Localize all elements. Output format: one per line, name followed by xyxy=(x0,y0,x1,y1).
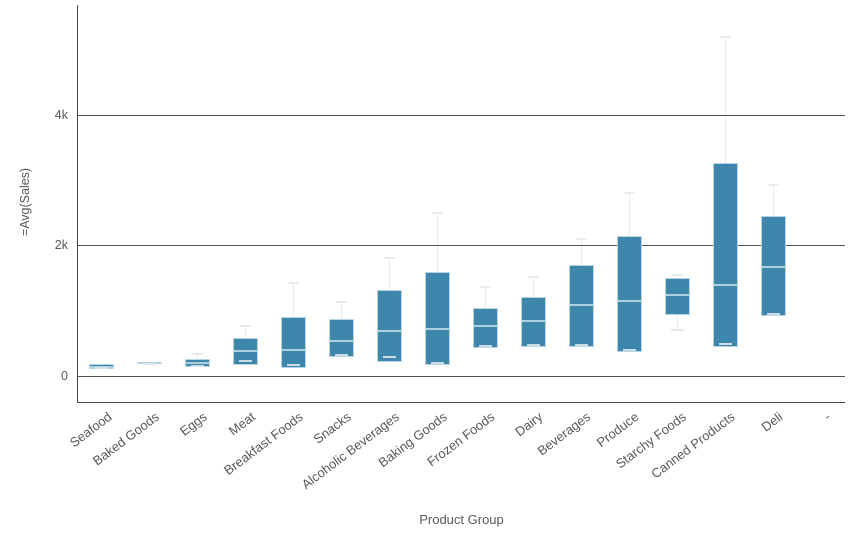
median-deli xyxy=(761,265,785,268)
min-whisker-cap-baked-goods xyxy=(143,362,157,365)
upper-whisker-deli xyxy=(772,185,774,216)
min-whisker-cap-starchy-foods xyxy=(670,328,684,331)
upper-whisker-cap-baking-goods xyxy=(432,212,444,215)
median-breakfast-foods xyxy=(282,348,306,351)
min-whisker-cap-breakfast-foods xyxy=(287,363,301,366)
x-label-meat[interactable]: Meat xyxy=(225,409,258,439)
upper-whisker-cap-canned-products xyxy=(719,35,731,38)
box-starchy-foods[interactable] xyxy=(664,278,690,316)
y-tick-label-2k: 2k xyxy=(54,238,68,252)
box-baking-goods[interactable] xyxy=(425,272,451,365)
upper-whisker-canned-products xyxy=(724,36,726,164)
upper-whisker-eggs xyxy=(197,354,199,360)
upper-whisker-breakfast-foods xyxy=(293,283,295,317)
upper-whisker-cap-eggs xyxy=(192,353,204,356)
upper-whisker-cap-deli xyxy=(767,184,779,187)
upper-whisker-snacks xyxy=(341,301,343,319)
x-label-canned-products[interactable]: Canned Products xyxy=(647,409,738,482)
upper-whisker-produce xyxy=(628,193,630,237)
box-canned-products[interactable] xyxy=(712,163,738,347)
gridline-4k xyxy=(78,115,845,116)
min-whisker-cap-baking-goods xyxy=(431,361,445,364)
median-snacks xyxy=(330,340,354,343)
upper-whisker-beverages xyxy=(580,238,582,265)
gridline-2k xyxy=(78,245,845,246)
median-frozen-foods xyxy=(473,325,497,328)
upper-whisker-cap-starchy-foods xyxy=(671,274,683,276)
box-snacks[interactable] xyxy=(329,318,355,358)
min-whisker-cap-beverages xyxy=(574,343,588,346)
upper-whisker-alcoholic-beverages xyxy=(389,258,391,291)
median-produce xyxy=(617,300,641,303)
min-whisker-cap-frozen-foods xyxy=(478,345,492,347)
x-axis-title: Product Group xyxy=(419,512,504,527)
median-baking-goods xyxy=(426,328,450,331)
min-whisker-cap-seafood xyxy=(95,366,109,369)
median-dairy xyxy=(521,319,545,322)
upper-whisker-cap-frozen-foods xyxy=(479,286,491,289)
x-label-eggs[interactable]: Eggs xyxy=(177,409,210,439)
x-label--[interactable]: - xyxy=(820,409,834,424)
upper-whisker-baking-goods xyxy=(437,213,439,273)
upper-whisker-cap-alcoholic-beverages xyxy=(384,257,396,260)
y-tick-label-4k: 4k xyxy=(54,108,68,122)
y-axis-line xyxy=(77,5,78,403)
x-label-beverages[interactable]: Beverages xyxy=(534,409,594,459)
x-label-dairy[interactable]: Dairy xyxy=(512,409,546,440)
box-alcoholic-beverages[interactable] xyxy=(377,290,403,362)
median-starchy-foods xyxy=(665,294,689,297)
median-alcoholic-beverages xyxy=(378,329,402,332)
x-axis-line xyxy=(77,402,845,403)
median-eggs xyxy=(186,361,210,364)
lower-whisker-starchy-foods xyxy=(676,315,678,330)
x-label-snacks[interactable]: Snacks xyxy=(310,409,354,447)
upper-whisker-cap-snacks xyxy=(336,300,348,303)
box-produce[interactable] xyxy=(616,236,642,353)
median-meat xyxy=(234,349,258,352)
upper-whisker-cap-meat xyxy=(240,325,252,328)
x-label-deli[interactable]: Deli xyxy=(758,409,786,435)
min-whisker-cap-meat xyxy=(239,359,253,362)
min-whisker-cap-alcoholic-beverages xyxy=(383,355,397,358)
box-frozen-foods[interactable] xyxy=(472,308,498,349)
min-whisker-cap-eggs xyxy=(191,364,205,367)
upper-whisker-meat xyxy=(245,326,247,339)
upper-whisker-cap-beverages xyxy=(575,237,587,240)
box-breakfast-foods[interactable] xyxy=(281,316,307,369)
gridline-0 xyxy=(78,376,845,377)
min-whisker-cap-canned-products xyxy=(718,343,732,346)
min-whisker-cap-snacks xyxy=(335,353,349,356)
upper-whisker-cap-produce xyxy=(623,192,635,195)
upper-whisker-cap-dairy xyxy=(527,276,539,279)
min-whisker-cap-deli xyxy=(766,313,780,316)
min-whisker-cap-produce xyxy=(622,348,636,351)
y-tick-label-0: 0 xyxy=(61,369,68,383)
y-axis-title: =Avg(Sales) xyxy=(18,167,32,237)
median-canned-products xyxy=(713,284,737,287)
median-beverages xyxy=(569,303,593,306)
upper-whisker-cap-breakfast-foods xyxy=(288,282,300,285)
min-whisker-cap-dairy xyxy=(526,344,540,347)
upper-whisker-dairy xyxy=(532,277,534,297)
upper-whisker-starchy-foods xyxy=(676,275,678,279)
upper-whisker-frozen-foods xyxy=(484,287,486,309)
